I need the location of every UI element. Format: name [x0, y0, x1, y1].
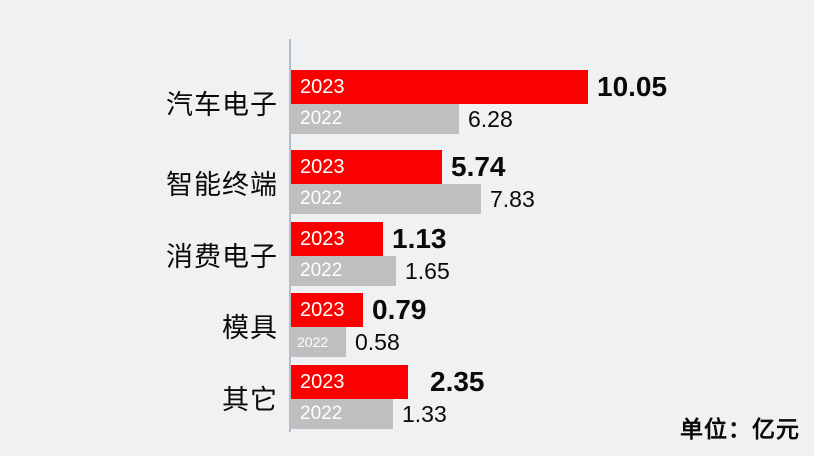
- value-label-2022: 0.58: [355, 328, 400, 355]
- category-label: 其它: [222, 384, 278, 415]
- bar-2022: 2022: [291, 327, 346, 357]
- bar-2023: 2023: [291, 70, 588, 104]
- bar-year-label: 2023: [300, 155, 345, 178]
- bar-year-label: 2023: [300, 370, 345, 393]
- bar-year-label: 2022: [297, 334, 329, 350]
- bar-group: 模具 2023 0.79 2022 0.58: [0, 293, 814, 357]
- bar-group: 汽车电子 2023 10.05 2022 6.28: [0, 70, 814, 134]
- value-label-2023: 1.13: [392, 223, 447, 254]
- bar-year-label: 2022: [300, 403, 343, 424]
- bar-2022: 2022: [291, 256, 396, 286]
- bar-2023: 2023: [291, 365, 408, 399]
- bar-group: 消费电子 2023 1.13 2022 1.65: [0, 222, 814, 286]
- category-label: 智能终端: [166, 169, 278, 200]
- bar-year-label: 2023: [300, 75, 345, 98]
- bar-group: 其它 2023 2.35 2022 1.33: [0, 365, 814, 429]
- bar-year-label: 2023: [300, 298, 345, 321]
- value-label-2022: 6.28: [468, 105, 513, 132]
- value-label-2022: 1.65: [405, 257, 450, 284]
- bar-2023: 2023: [291, 150, 442, 184]
- value-label-2023: 5.74: [451, 151, 506, 182]
- unit-label: 单位：亿元: [680, 416, 800, 442]
- bar-year-label: 2022: [300, 260, 343, 281]
- value-label-2023: 0.79: [372, 294, 427, 325]
- category-label: 消费电子: [166, 241, 278, 272]
- bar-group: 智能终端 2023 5.74 2022 7.83: [0, 150, 814, 214]
- bar-2022: 2022: [291, 184, 481, 214]
- bar-2023: 2023: [291, 222, 383, 256]
- value-label-2022: 1.33: [402, 400, 447, 427]
- value-label-2023: 2.35: [430, 366, 485, 397]
- bar-2022: 2022: [291, 399, 393, 429]
- bar-year-label: 2023: [300, 227, 345, 250]
- bar-2023: 2023: [291, 293, 363, 327]
- category-label: 汽车电子: [166, 89, 278, 120]
- value-label-2023: 10.05: [597, 71, 668, 102]
- bar-year-label: 2022: [300, 108, 343, 129]
- category-label: 模具: [222, 312, 278, 343]
- bar-2022: 2022: [291, 104, 459, 134]
- value-label-2022: 7.83: [490, 185, 535, 212]
- y-axis-line: [289, 39, 291, 432]
- bar-year-label: 2022: [300, 188, 343, 209]
